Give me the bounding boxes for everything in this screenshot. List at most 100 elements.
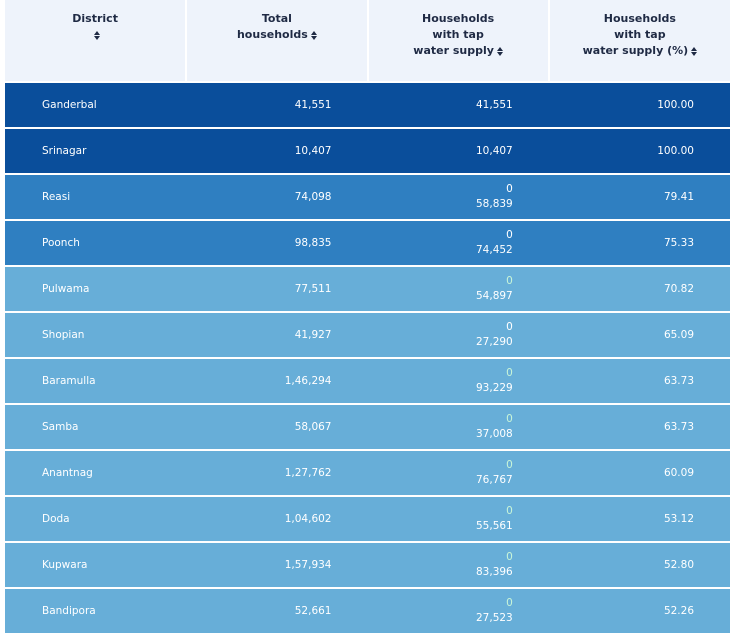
tap-households-cell: 0 27,290 — [367, 311, 549, 358]
tap-value: 27,523 — [476, 612, 513, 624]
district-cell: Doda — [5, 495, 187, 542]
extra-value: 0 — [506, 183, 513, 195]
header-text: Households — [422, 12, 495, 25]
table-row: Ganderbal 41,551 41,551 100.00 — [5, 81, 730, 128]
extra-value: 0 — [506, 413, 513, 425]
tap-percent-cell: 60.09 — [548, 449, 730, 496]
tap-percent-cell: 100.00 — [548, 127, 730, 174]
tap-households-cell: 41,551 — [367, 81, 549, 128]
table-row: Shopian 41,927 0 27,290 65.09 — [5, 311, 730, 358]
district-cell: Baramulla — [5, 357, 187, 404]
sort-icon[interactable] — [691, 46, 698, 56]
tap-value: 54,897 — [476, 290, 513, 302]
extra-value: 0 — [506, 505, 513, 517]
header-text: Total — [261, 12, 292, 25]
header-text: Households — [603, 12, 676, 25]
header-text: with tap — [614, 28, 666, 41]
table-row: Pulwama 77,511 0 54,897 70.82 — [5, 265, 730, 312]
tap-households-cell: 0 58,839 — [367, 173, 549, 220]
table-row: Anantnag 1,27,762 0 76,767 60.09 — [5, 449, 730, 496]
table-row: Reasi 74,098 0 58,839 79.41 — [5, 173, 730, 220]
column-header[interactable]: District — [5, 0, 188, 82]
tap-households-cell: 0 83,396 — [367, 541, 549, 588]
district-cell: Poonch — [5, 219, 187, 266]
total-households-cell: 74,098 — [186, 173, 368, 220]
extra-value: 0 — [506, 551, 513, 563]
column-header[interactable]: Households with tap water supply (%) — [548, 0, 730, 82]
district-cell: Pulwama — [5, 265, 187, 312]
tap-value: 74,452 — [476, 244, 513, 256]
tap-value: 27,290 — [476, 336, 513, 348]
tap-value: 37,008 — [476, 428, 513, 440]
header-text: with tap — [432, 28, 484, 41]
total-households-cell: 1,57,934 — [186, 541, 368, 588]
tap-percent-cell: 52.80 — [548, 541, 730, 588]
district-cell: Shopian — [5, 311, 187, 358]
extra-value: 0 — [506, 275, 513, 287]
tap-value: 58,839 — [476, 198, 513, 210]
extra-value: 0 — [506, 229, 513, 241]
tap-value: 83,396 — [476, 566, 513, 578]
table-row: Srinagar 10,407 10,407 100.00 — [5, 127, 730, 174]
sort-icon[interactable] — [310, 30, 317, 40]
column-header[interactable]: Households with tap water supply — [367, 0, 550, 82]
tap-households-cell: 10,407 — [367, 127, 549, 174]
district-cell: Bandipora — [5, 587, 187, 633]
tap-percent-cell: 79.41 — [548, 173, 730, 220]
total-households-cell: 52,661 — [186, 587, 368, 633]
table-row: Baramulla 1,46,294 0 93,229 63.73 — [5, 357, 730, 404]
table-row: Doda 1,04,602 0 55,561 53.12 — [5, 495, 730, 542]
tap-households-cell: 0 74,452 — [367, 219, 549, 266]
tap-percent-cell: 63.73 — [548, 357, 730, 404]
table-row: Kupwara 1,57,934 0 83,396 52.80 — [5, 541, 730, 588]
tap-value: 93,229 — [476, 382, 513, 394]
total-households-cell: 41,927 — [186, 311, 368, 358]
sort-icon[interactable] — [93, 30, 100, 40]
tap-value: 41,551 — [476, 98, 513, 111]
tap-households-cell: 0 54,897 — [367, 265, 549, 312]
table-body: Ganderbal 41,551 41,551 100.00 Srinagar 10,40… — [5, 81, 730, 633]
tap-percent-cell: 52.26 — [548, 587, 730, 633]
district-cell: Anantnag — [5, 449, 187, 496]
table-row: Samba 58,067 0 37,008 63.73 — [5, 403, 730, 450]
sort-icon[interactable] — [496, 46, 503, 56]
tap-households-cell: 0 55,561 — [367, 495, 549, 542]
district-cell: Kupwara — [5, 541, 187, 588]
district-table: District Total households Households with ta… — [5, 0, 730, 633]
extra-value: 0 — [506, 459, 513, 471]
column-header[interactable]: Total households — [186, 0, 369, 82]
tap-households-cell: 0 76,767 — [367, 449, 549, 496]
total-households-cell: 98,835 — [186, 219, 368, 266]
header-text: households — [236, 28, 308, 41]
district-cell: Ganderbal — [5, 81, 187, 128]
header-row: District Total households Households with ta… — [5, 0, 730, 82]
district-cell: Reasi — [5, 173, 187, 220]
extra-value: 0 — [506, 367, 513, 379]
header-text: District — [72, 12, 118, 25]
header-text: water supply — [413, 44, 494, 57]
table-row: Poonch 98,835 0 74,452 75.33 — [5, 219, 730, 266]
tap-percent-cell: 65.09 — [548, 311, 730, 358]
total-households-cell: 41,551 — [186, 81, 368, 128]
district-cell: Samba — [5, 403, 187, 450]
tap-households-cell: 0 27,523 — [367, 587, 549, 633]
total-households-cell: 58,067 — [186, 403, 368, 450]
tap-percent-cell: 63.73 — [548, 403, 730, 450]
tap-households-cell: 0 37,008 — [367, 403, 549, 450]
tap-value: 10,407 — [476, 144, 513, 157]
tap-percent-cell: 100.00 — [548, 81, 730, 128]
tap-households-cell: 0 93,229 — [367, 357, 549, 404]
tap-value: 55,561 — [476, 520, 513, 532]
extra-value: 0 — [506, 597, 513, 609]
table-wrapper: District Total households Households with ta… — [5, 0, 730, 633]
tap-value: 76,767 — [476, 474, 513, 486]
total-households-cell: 1,27,762 — [186, 449, 368, 496]
tap-percent-cell: 75.33 — [548, 219, 730, 266]
total-households-cell: 1,46,294 — [186, 357, 368, 404]
total-households-cell: 1,04,602 — [186, 495, 368, 542]
header-text: water supply (%) — [582, 44, 689, 57]
district-cell: Srinagar — [5, 127, 187, 174]
table-row: Bandipora 52,661 0 27,523 52.26 — [5, 587, 730, 633]
extra-value: 0 — [506, 321, 513, 333]
